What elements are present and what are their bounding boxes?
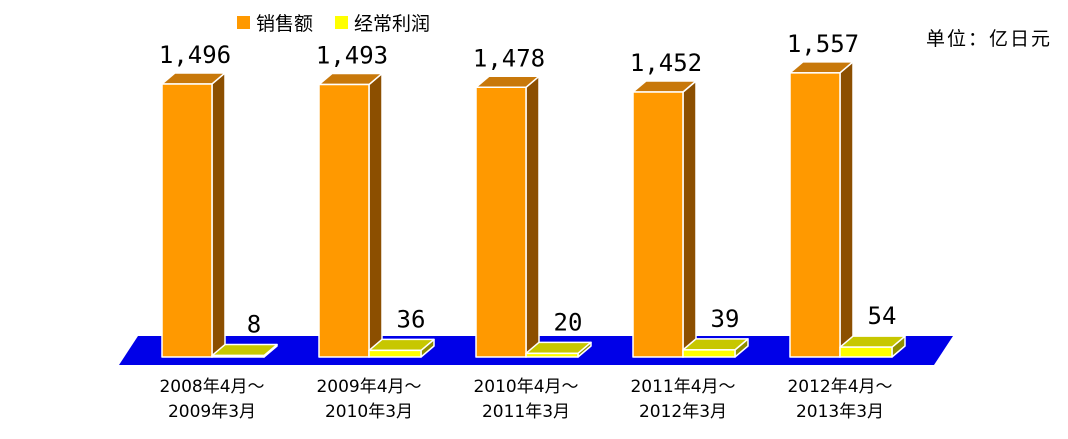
sales-bar-side (525, 75, 540, 358)
sales-value-label: 1,557 (787, 30, 859, 58)
profit-value-label: 54 (868, 302, 897, 330)
category-labels: 2008年4月～ 2009年3月 2009年4月～ 2010年3月 2010年4月～ 20… (159, 377, 892, 422)
sales-bar-front (632, 91, 684, 358)
sales-bar (475, 75, 540, 358)
category-label-line1: 2009年4月～ (316, 377, 421, 397)
sales-bar (318, 72, 383, 358)
profit-bar-front (211, 354, 265, 358)
legend-label-profit: 经常利润 (354, 13, 430, 35)
profit-bar-front (682, 349, 736, 358)
sales-bar (632, 80, 697, 358)
sales-bar-front (161, 83, 213, 358)
profit-bar (682, 338, 749, 358)
sales-bar-side (682, 80, 697, 358)
profit-bar-front (368, 349, 422, 358)
category-label-line2: 2009年3月 (168, 402, 256, 422)
profit-bar (368, 338, 435, 358)
value-labels: 1,496 8 1,493 36 1,478 20 1,452 39 1,557 54 (159, 30, 897, 339)
category-label-line2: 2012年3月 (639, 402, 727, 422)
category-label-line1: 2011年4月～ (630, 377, 735, 397)
sales-bar (789, 61, 854, 358)
bars (161, 61, 906, 358)
profit-bar (211, 343, 278, 358)
legend-swatch-sales (237, 16, 250, 29)
sales-value-label: 1,452 (630, 49, 702, 77)
legend-label-sales: 销售额 (256, 13, 313, 35)
sales-bar-side (839, 61, 854, 358)
profit-value-label: 36 (397, 305, 426, 333)
category-label-line2: 2011年3月 (482, 402, 570, 422)
category-label-line1: 2008年4月～ (159, 377, 264, 397)
category-label-line1: 2012年4月～ (787, 377, 892, 397)
category-label-line2: 2010年3月 (325, 402, 413, 422)
legend-swatch-profit (335, 16, 348, 29)
profit-bar (839, 335, 906, 358)
profit-bar-front (839, 346, 893, 358)
sales-bar-side (211, 72, 226, 358)
unit-label: 单位：亿日元 (926, 28, 1052, 50)
legend: 销售额 经常利润 (237, 13, 430, 35)
profit-value-label: 20 (554, 308, 583, 336)
profit-bar (525, 341, 592, 358)
sales-bar-front (789, 72, 841, 358)
sales-bar-front (475, 86, 527, 358)
sales-bar (161, 72, 226, 358)
sales-value-label: 1,478 (473, 44, 545, 72)
profit-bar-front (525, 352, 579, 358)
category-label-line2: 2013年3月 (796, 402, 884, 422)
sales-value-label: 1,493 (316, 42, 388, 70)
profit-value-label: 8 (247, 311, 261, 339)
sales-bar-side (368, 72, 383, 358)
category-label-line1: 2010年4月～ (473, 377, 578, 397)
sales-bar-front (318, 83, 370, 358)
sales-value-label: 1,496 (159, 41, 231, 69)
profit-value-label: 39 (711, 305, 740, 333)
